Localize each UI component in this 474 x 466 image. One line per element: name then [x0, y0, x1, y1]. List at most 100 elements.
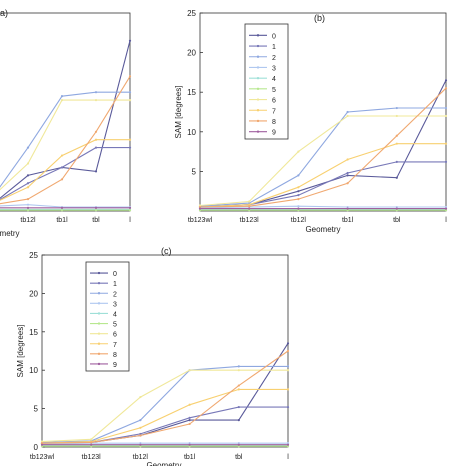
- data-point-7: [346, 158, 349, 161]
- data-point-8: [198, 205, 202, 209]
- legend: 0 1 2 3 4 5 6 7 8 9: [244, 23, 289, 140]
- data-point-1: [188, 416, 191, 419]
- legend-marker-8: [97, 352, 101, 356]
- panel-label: (b): [314, 13, 325, 23]
- legend-marker-2: [256, 55, 260, 58]
- data-point-8: [237, 384, 240, 387]
- data-point-6: [90, 438, 93, 441]
- data-point-8: [60, 178, 64, 181]
- legend-label: 6: [272, 98, 276, 105]
- data-point-9: [237, 443, 240, 446]
- data-point-6: [26, 162, 30, 165]
- legend-marker-0: [97, 271, 101, 275]
- panel-label: a): [0, 8, 8, 18]
- series-line-7: [199, 143, 446, 208]
- data-point-8: [94, 130, 98, 133]
- data-point-7: [139, 426, 142, 429]
- legend-marker-6: [97, 332, 101, 335]
- data-point-6: [248, 200, 251, 203]
- data-point-5: [395, 209, 398, 212]
- data-point-2: [297, 174, 300, 177]
- data-point-6: [128, 99, 132, 102]
- series-line-1: [199, 161, 446, 208]
- data-point-7: [444, 142, 448, 145]
- data-point-1: [139, 432, 142, 436]
- data-point-6: [237, 369, 240, 372]
- data-point-7: [26, 186, 30, 189]
- data-point-0: [128, 39, 132, 42]
- data-point-7: [237, 388, 240, 391]
- y-tick-label: 5: [34, 405, 39, 414]
- legend-marker-9: [97, 362, 101, 366]
- data-point-2: [26, 146, 30, 149]
- x-tick-label: tb1l: [56, 217, 68, 224]
- data-point-6: [286, 369, 290, 372]
- data-point-0: [94, 170, 98, 173]
- data-point-6: [40, 440, 44, 443]
- data-point-6: [346, 114, 349, 118]
- series-line-3: [0, 204, 130, 208]
- data-point-7: [128, 138, 132, 141]
- data-point-6: [395, 114, 398, 118]
- legend-label: 3: [113, 301, 117, 308]
- y-tick-label: 0: [34, 443, 39, 452]
- series-line-0: [0, 40, 131, 199]
- series-line-0: [41, 343, 289, 444]
- data-point-8: [286, 349, 290, 353]
- data-point-8: [128, 75, 132, 78]
- data-point-9: [188, 443, 191, 446]
- legend-marker-8: [256, 119, 260, 123]
- y-tick-label: 10: [187, 128, 196, 137]
- legend-label: 7: [272, 108, 276, 115]
- plot-area-frame: [0, 12, 131, 212]
- data-point-1: [444, 160, 448, 163]
- legend-marker-6: [256, 98, 260, 101]
- legend-marker-9: [256, 130, 260, 133]
- data-point-7: [248, 203, 251, 206]
- x-tick-label: tb12l: [20, 217, 36, 224]
- data-point-9: [297, 207, 300, 210]
- data-point-5: [286, 445, 290, 448]
- x-tick-label: tb123l: [82, 454, 102, 461]
- data-point-8: [395, 134, 398, 137]
- data-point-2: [286, 365, 290, 368]
- series-line-2: [199, 107, 446, 207]
- data-point-8: [26, 198, 30, 201]
- legend-label: 5: [272, 87, 276, 94]
- data-point-1: [128, 146, 132, 149]
- data-point-0: [26, 174, 30, 177]
- legend-label: 0: [272, 33, 276, 40]
- x-tick-label: l: [287, 454, 289, 461]
- series-line-8: [0, 76, 131, 205]
- data-point-2: [395, 106, 398, 110]
- series-line-9: [0, 207, 130, 209]
- data-point-8: [188, 422, 191, 426]
- legend-label: 9: [272, 130, 276, 137]
- data-point-6: [297, 150, 300, 153]
- data-point-2: [346, 110, 349, 114]
- data-point-7: [60, 154, 64, 157]
- data-point-3: [297, 205, 300, 208]
- chart-panel-0: tb12l tb1l tbl l a) Geometry: [0, 8, 131, 238]
- legend: 0 1 2 3 4 5 6 7 8 9: [85, 261, 130, 372]
- y-axis-label: SAM [degrees]: [174, 86, 183, 139]
- data-point-1: [60, 166, 64, 169]
- data-point-8: [40, 442, 44, 445]
- x-tick-label: tb123l: [240, 217, 260, 224]
- data-point-9: [139, 443, 142, 446]
- series-line-7: [0, 139, 130, 201]
- plot-area-frame: [41, 254, 289, 448]
- series-line-2: [41, 365, 288, 443]
- x-tick-label: tb123wl: [188, 217, 213, 224]
- data-point-5: [198, 209, 202, 212]
- series-line-1: [41, 406, 288, 444]
- data-point-9: [90, 443, 93, 446]
- data-point-6: [139, 395, 142, 399]
- data-point-6: [60, 99, 64, 102]
- legend-label: 3: [272, 65, 276, 72]
- data-point-5: [90, 445, 93, 448]
- plot-area-frame: [199, 12, 447, 212]
- legend-marker-5: [256, 87, 260, 91]
- data-point-8: [90, 441, 93, 444]
